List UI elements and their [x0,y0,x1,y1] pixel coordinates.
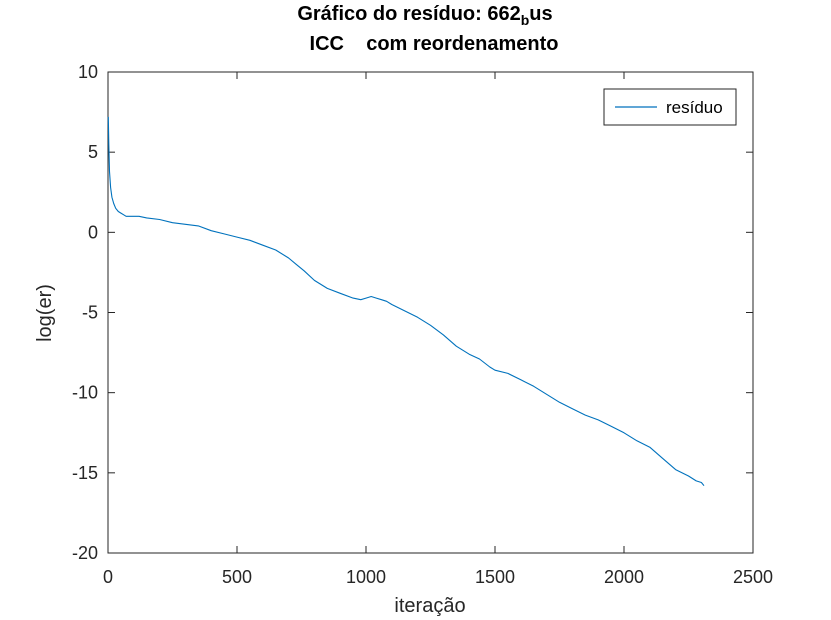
x-tick-label: 500 [222,567,252,587]
y-tick-label: -10 [72,383,98,403]
y-tick-label: -20 [72,543,98,563]
series-line-residuo [107,116,705,487]
chart-title-line1: Gráfico do resíduo: 662bus [297,3,552,28]
x-axis-label: iteração [394,595,465,617]
y-tick-label: 0 [88,222,98,242]
y-tick-label: 10 [78,62,98,82]
legend-entry-residuo: resíduo [666,98,723,117]
x-tick-label: 2000 [604,567,644,587]
x-tick-label: 1000 [346,567,386,587]
y-axis-label: log(er) [34,284,56,342]
chart-title-line2: ICC com reordenamento [310,33,559,55]
y-tick-label: -5 [82,303,98,323]
x-tick-label: 0 [103,567,113,587]
chart-title-subscript: b [521,12,530,28]
axis-ticks: 0 500 1000 1500 2000 2500 -20 -15 -10 -5 0 5 10 [72,62,773,587]
chart-title-suffix: us [529,3,552,25]
legend: resíduo [603,88,737,126]
y-tick-label: -15 [72,463,98,483]
y-tick-label: 5 [88,142,98,162]
x-tick-label: 2500 [733,567,773,587]
chart-title-main: Gráfico do resíduo: 662 [297,3,520,25]
plot-area [107,71,754,554]
x-tick-label: 1500 [475,567,515,587]
series-layer [107,116,705,487]
